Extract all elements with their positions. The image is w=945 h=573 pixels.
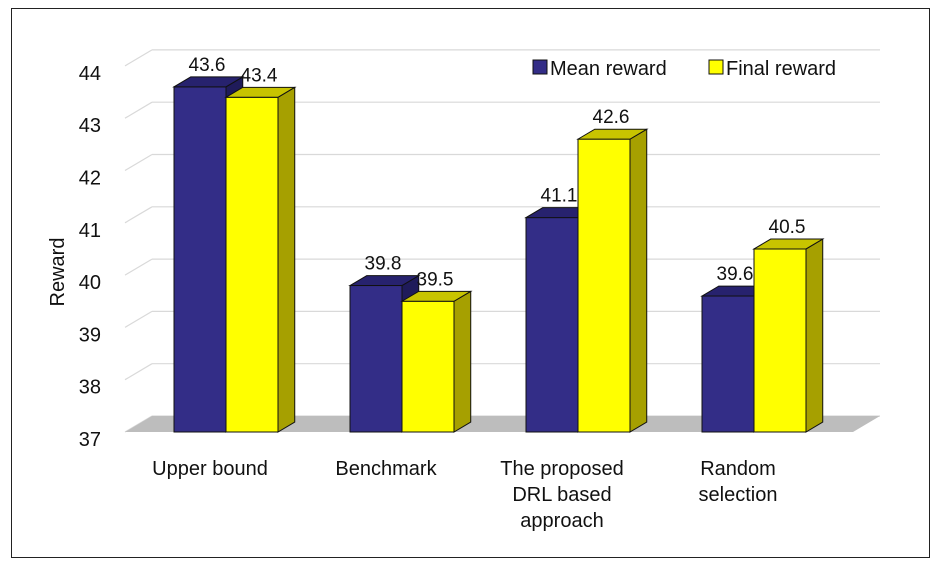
y-tick-label: 40 <box>79 272 101 294</box>
data-label: 41.1 <box>541 186 578 207</box>
bar <box>753 248 807 433</box>
legend: Mean reward Final reward <box>532 58 836 80</box>
bar-top <box>576 128 649 140</box>
y-axis-ticks: 37 38 39 40 41 42 43 44 <box>79 63 101 451</box>
category-label-line: selection <box>699 484 778 506</box>
y-tick-label: 43 <box>79 115 101 137</box>
data-label: 40.5 <box>769 217 806 238</box>
data-label: 39.5 <box>417 269 454 290</box>
bar-top <box>224 86 297 98</box>
gridline-depth <box>124 363 153 381</box>
gridline-depth <box>124 310 153 328</box>
gridline-depth <box>124 206 153 224</box>
bar-side <box>805 238 824 433</box>
y-tick-label: 42 <box>79 168 101 190</box>
bar <box>701 295 755 433</box>
y-tick-label: 41 <box>79 220 101 242</box>
category-label-line: The proposed <box>500 458 623 480</box>
gridline-depth <box>124 49 153 67</box>
data-label: 42.6 <box>593 107 630 128</box>
bar-side <box>453 290 472 433</box>
legend-label: Final reward <box>726 58 836 80</box>
category-label: The proposed DRL based approach <box>500 458 623 532</box>
y-tick-label: 38 <box>79 377 101 399</box>
legend-label: Mean reward <box>550 58 667 80</box>
data-label: 39.8 <box>365 254 402 275</box>
floor-plane <box>125 416 880 432</box>
bar <box>173 86 227 433</box>
bar <box>525 217 579 433</box>
bar-side <box>277 86 296 433</box>
bar <box>225 96 279 433</box>
legend-swatch <box>708 59 724 75</box>
bar-top <box>348 275 421 287</box>
y-tick-label: 39 <box>79 324 101 346</box>
bar <box>577 138 631 433</box>
chart-floor <box>125 416 880 432</box>
y-tick-label: 37 <box>79 429 101 451</box>
legend-swatch <box>532 59 548 75</box>
bar <box>349 285 403 433</box>
bar-top <box>400 290 473 302</box>
bar-top <box>172 76 245 88</box>
category-label: Upper bound <box>152 458 268 480</box>
y-tick-label: 44 <box>79 63 101 85</box>
gridline-depth <box>124 258 153 276</box>
y-axis-label: Reward <box>47 238 69 307</box>
category-label: Random selection <box>699 458 778 506</box>
category-label-line: Benchmark <box>335 458 437 480</box>
bar-side <box>629 128 648 433</box>
category-label-line: Upper bound <box>152 458 268 480</box>
bar <box>401 300 455 433</box>
gridline-depth <box>124 153 153 172</box>
category-label-line: DRL based <box>512 484 611 506</box>
data-label: 39.6 <box>717 264 754 285</box>
x-axis-categories: Upper bound Benchmark The proposed DRL base… <box>152 458 777 532</box>
data-label: 43.6 <box>189 55 226 76</box>
bar-top <box>752 238 825 250</box>
bars: 43.6 43.4 39.8 39.5 41.1 42.6 39.6 40.5 <box>172 55 825 433</box>
category-label-line: approach <box>520 510 603 532</box>
category-label-line: Random <box>700 458 776 480</box>
gridline-depth <box>124 101 153 119</box>
category-label: Benchmark <box>335 458 437 480</box>
data-label: 43.4 <box>241 65 278 86</box>
